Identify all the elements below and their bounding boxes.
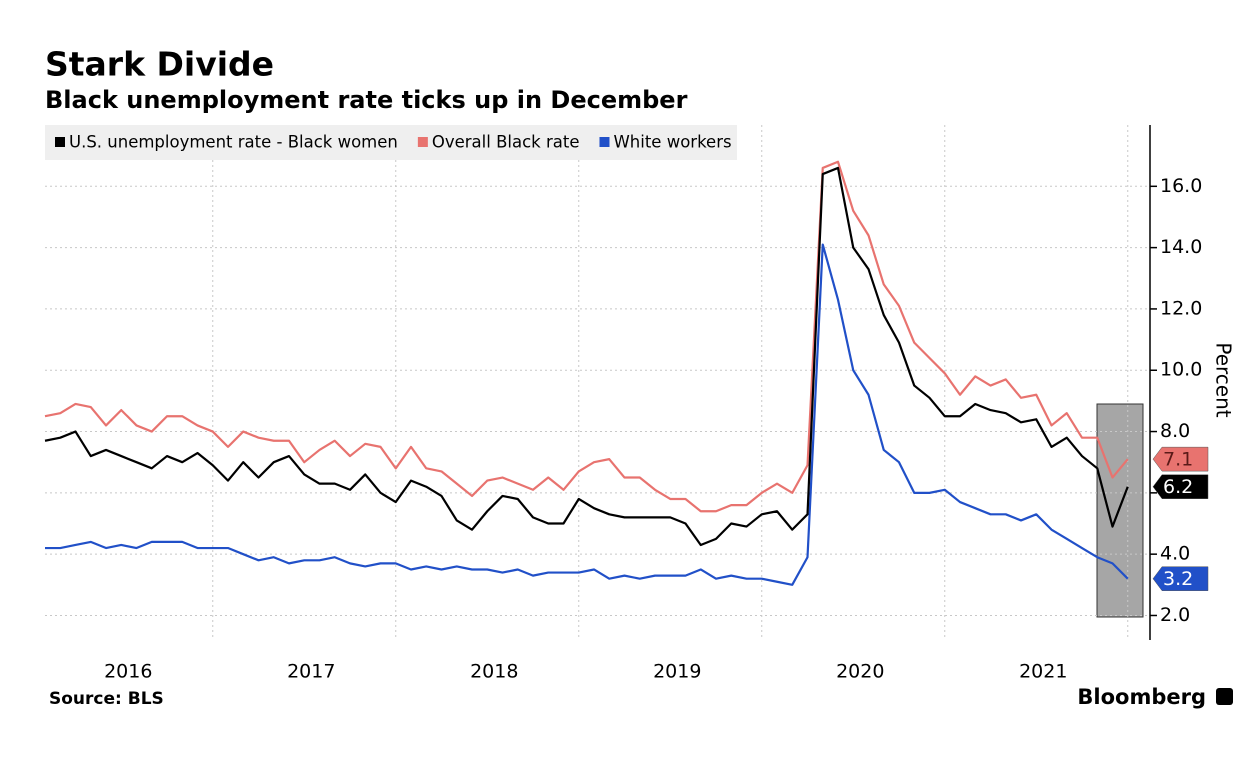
series-line	[44, 166, 1129, 547]
highlight-box	[1096, 403, 1144, 618]
legend-swatch	[599, 137, 610, 147]
source: Source: BLS	[49, 689, 164, 709]
y-tick-label: 12.0	[1160, 297, 1202, 319]
x-tick-label: 2016	[104, 661, 152, 683]
plot: 2.04.06.08.010.012.014.016.0201620172018…	[45, 125, 1202, 683]
x-tick-label: 2017	[287, 661, 335, 683]
legend-swatch	[55, 137, 65, 147]
y-tick-label: 2.0	[1160, 604, 1190, 626]
legend-swatch	[417, 137, 428, 147]
legend-label: U.S. unemployment rate - Black women	[69, 133, 398, 152]
y-tick-label: 14.0	[1160, 236, 1202, 258]
brand-icon	[1216, 688, 1233, 705]
legend-label: White workers	[613, 133, 731, 152]
end-label: 3.2	[1163, 568, 1193, 590]
y-axis-label: Percent	[1212, 342, 1236, 417]
legend	[45, 125, 737, 160]
y-tick-label: 4.0	[1160, 543, 1190, 565]
series-line	[45, 243, 1129, 586]
x-tick-label: 2021	[1019, 661, 1067, 683]
end-tag	[1152, 566, 1209, 591]
y-tick-label: 10.0	[1160, 359, 1202, 381]
brand: Bloomberg	[1077, 685, 1206, 709]
chart-subtitle: Black unemployment rate ticks up in Dece…	[45, 86, 688, 114]
x-tick-label: 2018	[470, 661, 518, 683]
x-tick-label: 2019	[653, 661, 701, 683]
end-tag	[1152, 474, 1209, 499]
y-tick-label: 16.0	[1160, 175, 1202, 197]
x-tick-label: 2020	[836, 661, 884, 683]
end-label: 7.1	[1163, 449, 1193, 471]
series-line	[44, 160, 1129, 513]
y-tick-label: 8.0	[1160, 420, 1190, 442]
end-tag	[1152, 446, 1209, 472]
chart-title: Stark Divide	[45, 45, 274, 84]
end-label: 6.2	[1163, 476, 1193, 498]
legend-label: Overall Black rate	[432, 133, 580, 152]
